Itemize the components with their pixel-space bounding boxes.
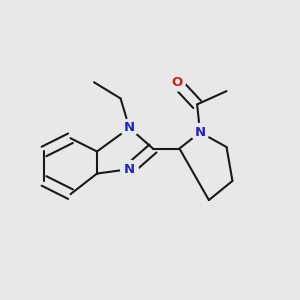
Text: N: N [124, 122, 135, 134]
Text: N: N [194, 126, 206, 139]
Circle shape [168, 74, 185, 91]
Text: N: N [124, 163, 135, 176]
Text: O: O [171, 76, 182, 89]
Circle shape [121, 160, 138, 178]
Circle shape [121, 119, 138, 137]
Circle shape [191, 124, 209, 141]
